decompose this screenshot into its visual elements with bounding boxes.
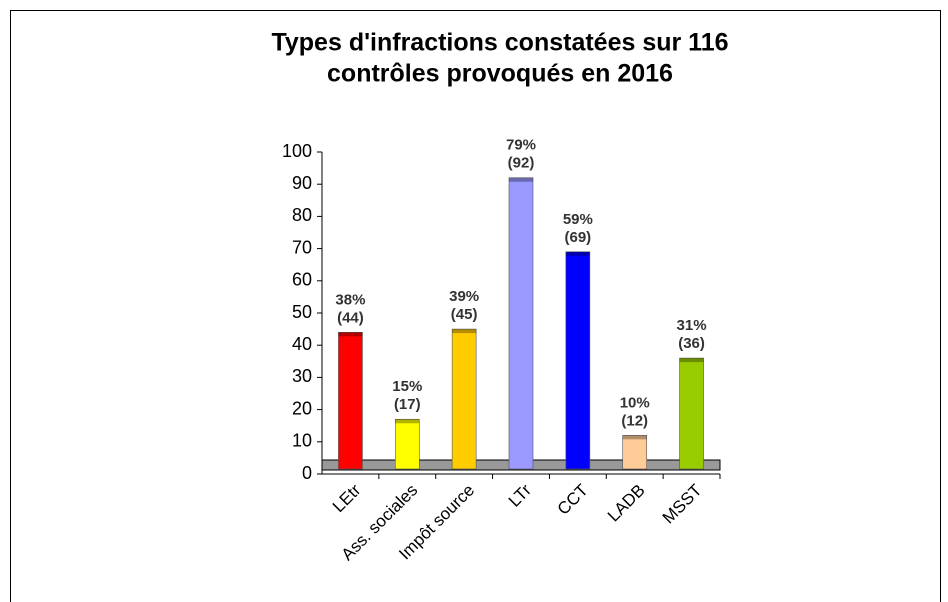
value-label: (45) [451, 306, 478, 323]
percentage-label: 38% [335, 291, 365, 308]
value-label: (69) [565, 229, 592, 246]
x-tick-label: MSST [659, 481, 706, 528]
y-tick-label: 20 [292, 398, 312, 418]
y-tick-label: 40 [292, 334, 312, 354]
chart-subtitle: contrôles provoqués en 2016 [327, 60, 673, 88]
bar-top [679, 358, 704, 363]
chart-title: Types d'infractions constatées sur 116 [271, 29, 728, 57]
percentage-label: 10% [620, 394, 650, 411]
bar [679, 357, 704, 470]
bar-top [565, 251, 590, 256]
bar-top [509, 177, 533, 182]
y-tick-label: 50 [292, 302, 312, 322]
y-tick-label: 30 [292, 366, 312, 386]
bar-top [338, 332, 363, 337]
y-tick-label: 70 [292, 237, 312, 257]
x-tick-label: LEtr [329, 480, 365, 516]
bar [394, 418, 420, 470]
percentage-label: 15% [392, 378, 422, 395]
y-tick-label: 90 [292, 173, 312, 193]
bar-top [395, 419, 420, 424]
x-tick-label: CCT [554, 481, 592, 519]
bar [622, 435, 648, 470]
y-tick-label: 0 [302, 463, 312, 483]
percentage-label: 59% [563, 211, 593, 228]
y-tick-label: 80 [292, 205, 312, 225]
bar-top [622, 435, 647, 440]
bar-top [452, 329, 477, 334]
percentage-label: 39% [449, 288, 479, 305]
frame [10, 10, 941, 602]
percentage-label: 79% [506, 137, 536, 154]
y-tick-label: 10 [292, 431, 312, 451]
bar [508, 177, 534, 470]
value-label: (92) [508, 155, 535, 172]
y-tick-label: 100 [282, 141, 312, 161]
x-tick-label: LADB [604, 481, 649, 526]
value-label: (17) [394, 396, 421, 413]
percentage-label: 31% [677, 317, 707, 334]
bar [338, 332, 363, 470]
value-label: (44) [337, 309, 364, 326]
value-label: (12) [621, 412, 648, 429]
bar [451, 328, 477, 470]
y-tick-label: 60 [292, 270, 312, 290]
bar [565, 251, 591, 470]
value-label: (36) [678, 335, 705, 352]
x-tick-label: LTr [505, 480, 535, 510]
